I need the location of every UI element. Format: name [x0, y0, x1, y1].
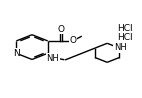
Text: O: O	[69, 36, 76, 45]
Text: NH: NH	[46, 54, 59, 63]
Text: N: N	[13, 49, 20, 58]
Text: HCl: HCl	[117, 33, 133, 42]
Text: NH: NH	[114, 43, 127, 52]
Text: HCl: HCl	[117, 24, 133, 33]
Text: O: O	[57, 24, 64, 34]
